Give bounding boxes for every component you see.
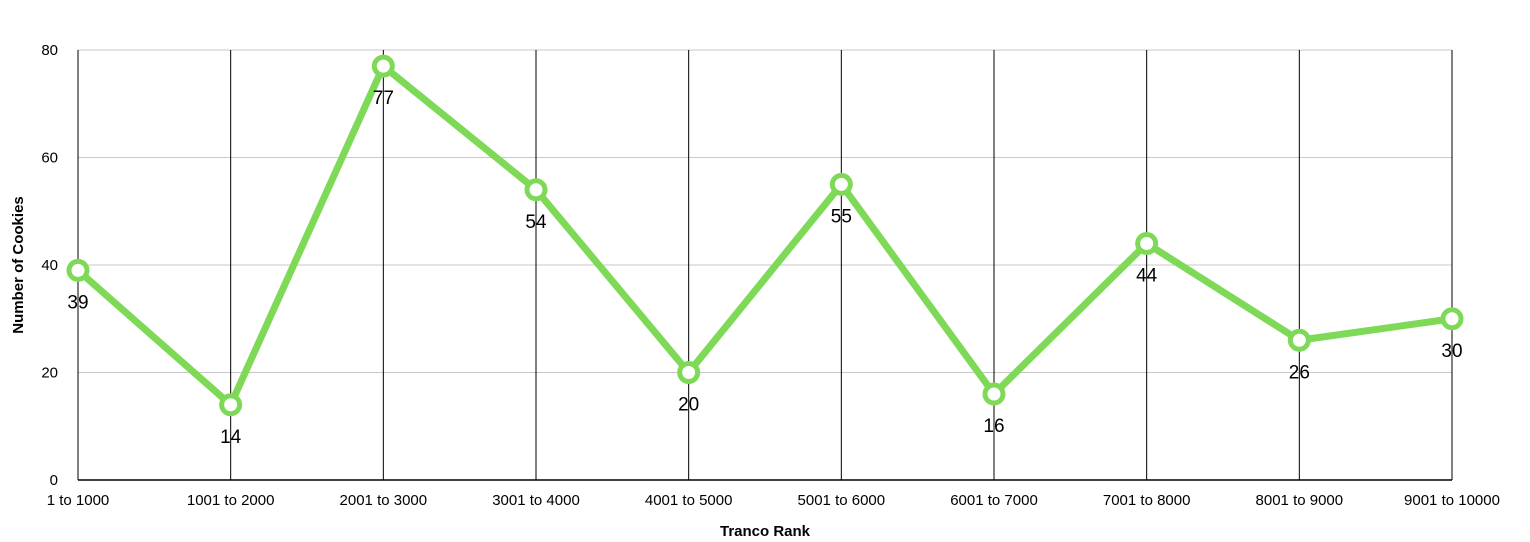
x-tick-label-5: 5001 to 6000 (798, 492, 886, 509)
series-line-group (74, 62, 1456, 409)
y-tick-label-20: 20 (41, 365, 58, 382)
y-tick-label-0: 0 (50, 472, 58, 489)
data-label-1: 14 (220, 427, 242, 448)
data-label-3: 54 (525, 212, 547, 233)
data-points (66, 54, 1464, 417)
x-tick-label-4: 4001 to 5000 (645, 492, 733, 509)
x-tick-label-6: 6001 to 7000 (950, 492, 1038, 509)
data-point-7 (1135, 232, 1159, 255)
data-label-2: 77 (373, 88, 394, 109)
y-axis-title: Number of Cookies (10, 196, 27, 334)
x-tick-label-1: 1001 to 2000 (187, 492, 275, 509)
x-tick-label-7: 7001 to 8000 (1103, 492, 1191, 509)
data-point-8 (1287, 328, 1311, 352)
data-label-4: 20 (678, 395, 699, 416)
y-tick-label-40: 40 (41, 257, 58, 274)
y-tick-label-80: 80 (41, 42, 58, 59)
x-axis-title: Tranco Rank (720, 523, 811, 540)
x-tick-label-8: 8001 to 9000 (1256, 492, 1344, 509)
x-tick-label-2: 2001 to 3000 (340, 492, 428, 509)
data-point-6 (982, 382, 1006, 406)
data-point-3 (524, 178, 548, 202)
data-point-9 (1440, 307, 1464, 331)
series-line-0 (74, 62, 1456, 409)
x-tick-label-0: 1 to 1000 (47, 492, 110, 509)
y-axis-tick-labels: 0 20 40 60 80 (41, 42, 58, 489)
data-point-5 (829, 172, 853, 196)
x-tick-label-9: 9001 to 10000 (1404, 492, 1500, 509)
data-label-5: 55 (831, 206, 852, 227)
data-label-8: 26 (1289, 362, 1310, 383)
data-point-1 (219, 393, 243, 417)
data-label-9: 30 (1441, 341, 1462, 362)
data-label-6: 16 (983, 416, 1004, 437)
data-label-0: 39 (67, 292, 88, 313)
x-tick-label-3: 3001 to 4000 (492, 492, 580, 509)
data-labels: 39 14 77 54 20 55 16 44 26 30 (67, 88, 1462, 448)
x-axis-tick-labels: 1 to 1000 1001 to 2000 2001 to 3000 3001 to… (47, 492, 1500, 509)
data-point-4 (677, 361, 701, 384)
y-tick-label-60: 60 (41, 150, 58, 167)
data-point-2 (371, 54, 395, 78)
horizontal-gridlines (78, 49, 1452, 373)
data-point-0 (66, 258, 90, 282)
data-label-7: 44 (1136, 266, 1158, 287)
